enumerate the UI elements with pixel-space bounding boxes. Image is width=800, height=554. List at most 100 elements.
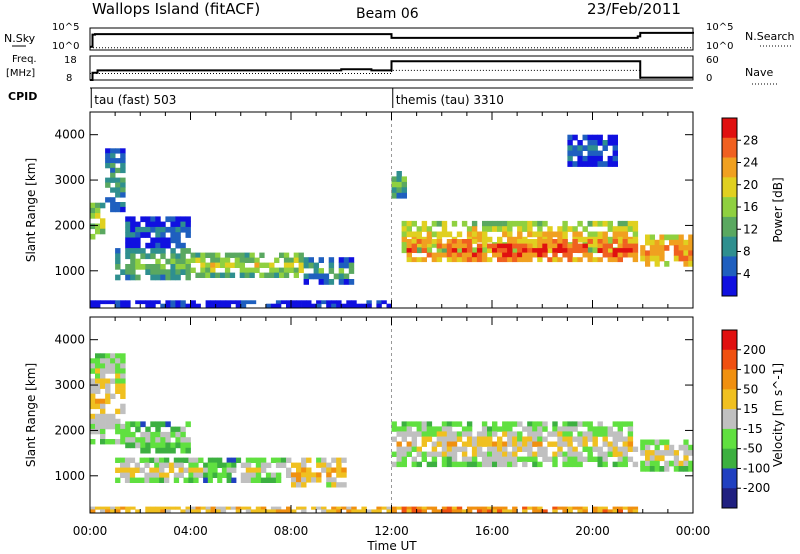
data-cell (115, 358, 121, 364)
data-cell (239, 272, 245, 278)
data-cell (115, 363, 121, 369)
data-cell (173, 462, 180, 468)
colorbar-swatch (722, 118, 737, 139)
data-cell (170, 253, 176, 260)
data-cell (542, 451, 548, 457)
data-cell (90, 388, 96, 394)
data-cell (336, 509, 342, 513)
data-cell (421, 436, 427, 442)
data-cell (120, 187, 126, 193)
data-cell (577, 509, 583, 513)
data-cell (487, 456, 493, 462)
data-cell (286, 472, 292, 478)
data-cell (129, 467, 136, 473)
data-cell (348, 262, 355, 269)
data-cell (492, 456, 498, 462)
data-cell (466, 431, 473, 437)
data-cell (195, 506, 201, 510)
data-cell (416, 446, 422, 452)
data-cell (139, 457, 145, 463)
data-cell (125, 232, 131, 238)
data-cell (149, 472, 155, 478)
data-cell (673, 250, 679, 257)
data-cell (607, 451, 613, 457)
data-cell (396, 192, 402, 199)
data-cell (396, 441, 402, 447)
data-cell (170, 269, 176, 275)
y-tick-label: 3000 (54, 378, 85, 392)
data-cell (217, 472, 223, 478)
data-cell (145, 226, 151, 233)
data-cell (396, 187, 402, 194)
data-cell (326, 509, 332, 513)
data-cell (120, 158, 126, 164)
data-cell (90, 378, 96, 384)
data-cell (239, 252, 245, 258)
data-cell (471, 257, 478, 263)
data-cell (612, 436, 618, 442)
data-cell (507, 220, 513, 227)
data-cell (120, 408, 126, 415)
data-cell (552, 257, 558, 263)
data-cell (100, 368, 106, 374)
data-cell (275, 300, 282, 305)
data-cell (582, 509, 588, 513)
data-cell (140, 421, 146, 428)
colorbar-tick-label: 200 (743, 343, 766, 357)
data-cell (577, 461, 583, 468)
data-cell (255, 506, 262, 510)
x-tick-label: 12:00 (374, 524, 409, 538)
data-cell (431, 239, 438, 244)
data-cell (135, 237, 141, 244)
data-cell (95, 303, 101, 308)
data-cell (406, 231, 412, 238)
data-cell (451, 431, 458, 437)
data-cell (527, 446, 533, 452)
data-cell (155, 216, 161, 223)
data-cell (371, 509, 377, 513)
data-cell (502, 441, 508, 447)
data-cell (640, 450, 646, 456)
data-cell (497, 239, 503, 244)
data-cell (160, 253, 166, 260)
data-cell (145, 269, 151, 275)
data-cell (466, 257, 473, 263)
data-cell (100, 423, 106, 430)
data-cell (421, 431, 427, 437)
data-cell (321, 457, 327, 463)
data-cell (115, 383, 121, 389)
data-cell (95, 223, 101, 230)
data-cell (416, 239, 422, 244)
data-cell (492, 431, 498, 437)
data-cell (198, 457, 204, 463)
data-cell (466, 509, 473, 513)
data-cell (95, 398, 101, 405)
data-cell (612, 451, 618, 457)
data-cell (270, 457, 277, 463)
data-cell (507, 451, 513, 457)
data-cell (654, 450, 660, 456)
nave-label: Nave (745, 66, 773, 79)
data-cell (150, 269, 156, 275)
data-cell (90, 428, 96, 435)
data-cell (245, 477, 252, 483)
data-cell (270, 477, 277, 483)
data-cell (517, 421, 523, 427)
data-cell (150, 442, 156, 449)
data-cell (316, 303, 322, 308)
data-cell (562, 226, 568, 232)
data-cell (170, 442, 176, 449)
data-cell (597, 248, 603, 253)
data-cell (664, 234, 670, 241)
data-cell (562, 243, 568, 249)
data-cell (333, 273, 340, 280)
data-cell (239, 262, 245, 268)
data-cell (155, 509, 161, 513)
data-cell (326, 467, 332, 473)
data-cell (255, 472, 262, 478)
data-cell (411, 431, 417, 437)
data-cell (426, 426, 433, 432)
data-cell (100, 428, 106, 435)
data-cell (421, 248, 427, 253)
data-cell (673, 255, 679, 262)
